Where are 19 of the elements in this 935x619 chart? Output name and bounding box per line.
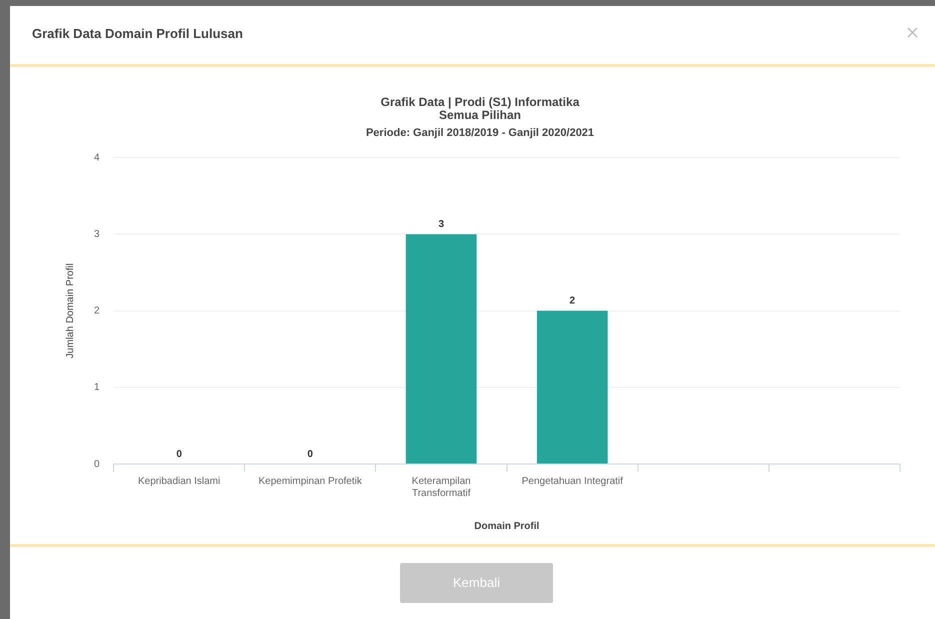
- x-axis-title: Domain Profil: [474, 520, 540, 532]
- chart-subtitle: Grafik Data | Prodi (S1) Informatika: [380, 94, 580, 109]
- data-label: 0: [176, 448, 182, 460]
- y-tick-label: 0: [94, 458, 100, 470]
- y-tick-label: 2: [94, 306, 100, 317]
- x-tick-label: Pengetahuan Integratif: [522, 476, 624, 487]
- y-tick-label: 1: [94, 382, 100, 394]
- y-tick-label: 4: [94, 152, 100, 164]
- x-tick-label: Kepemimpinan Profetik: [258, 476, 363, 487]
- y-axis-title: Jumlah Domain Profil: [64, 263, 76, 358]
- text: Semua Pilihan: [438, 108, 522, 122]
- text: Periode: Ganjil 2018/2019 - Ganjil 2020/2021: [366, 127, 594, 140]
- x-tick-label: Kepribadian Islami: [138, 476, 220, 487]
- y-tick-label: 3: [94, 228, 100, 240]
- data-label: 3: [438, 218, 444, 230]
- data-label: 2: [570, 296, 576, 307]
- data-label: 0: [307, 448, 314, 460]
- chart-title: Grafik Data Domain Profil Lulusan: [32, 26, 243, 41]
- x-tick-label: Keterampilan Transformatif: [412, 476, 471, 499]
